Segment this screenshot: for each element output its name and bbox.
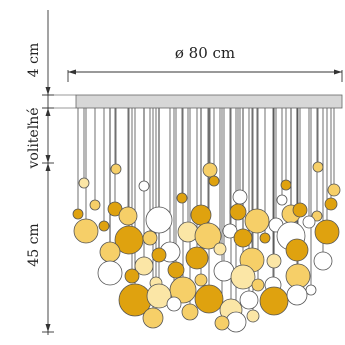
dark-gold-bubble — [190, 204, 212, 226]
dark-gold-bubble — [324, 197, 338, 211]
light-gold-bubble — [142, 230, 158, 246]
dark-gold-bubble — [285, 238, 309, 262]
bubble-cluster — [72, 161, 341, 333]
light-gold-bubble — [73, 218, 99, 244]
diameter-label: ø 80 cm — [175, 44, 235, 62]
arrow-top-down — [45, 87, 51, 95]
white-bubble — [145, 206, 173, 234]
dark-gold-bubble — [72, 208, 84, 220]
dark-gold-bubble — [124, 268, 140, 284]
dimension-labels: ø 80 cm 4 cm voliteľné 45 cm — [26, 43, 235, 267]
dark-gold-bubble — [151, 247, 167, 263]
dark-gold-bubble — [167, 261, 185, 279]
dark-gold-bubble — [194, 284, 224, 314]
light-gold-bubble — [169, 276, 197, 304]
white-bubble — [302, 215, 316, 229]
top-height-label: 4 cm — [26, 43, 42, 77]
cream-bubble — [266, 253, 282, 269]
dark-gold-bubble — [292, 202, 308, 218]
white-bubble — [276, 194, 288, 206]
bottom-height-label: 45 cm — [26, 223, 42, 266]
light-gold-bubble — [99, 241, 121, 263]
white-bubble — [138, 180, 150, 192]
dark-gold-bubble — [229, 203, 247, 221]
white-bubble — [239, 290, 259, 310]
light-gold-bubble — [181, 303, 199, 321]
dark-gold-bubble — [314, 219, 340, 245]
white-bubble — [313, 251, 333, 271]
dark-gold-bubble — [259, 232, 271, 244]
light-gold-bubble — [311, 210, 323, 222]
light-gold-bubble — [214, 315, 230, 331]
light-gold-bubble — [244, 208, 270, 234]
white-bubble — [232, 189, 248, 205]
arrow-plate-up — [45, 108, 51, 116]
cream-bubble — [213, 242, 227, 256]
diameter-arrow-right — [334, 69, 342, 75]
ceiling-plate — [75, 94, 343, 109]
cream-bubble — [246, 309, 260, 323]
light-gold-bubble — [312, 161, 324, 173]
arrow-bottom-down — [45, 324, 51, 332]
white-bubble — [166, 296, 182, 312]
cream-bubble — [78, 177, 90, 189]
light-gold-bubble — [202, 162, 218, 178]
arrow-optional-down — [45, 155, 51, 163]
light-gold-bubble — [118, 206, 138, 226]
light-gold-bubble — [251, 278, 265, 292]
dark-gold-bubble — [176, 192, 188, 204]
white-bubble — [97, 260, 123, 286]
light-gold-bubble — [285, 263, 311, 289]
light-gold-bubble — [89, 199, 101, 211]
light-gold-bubble — [110, 163, 122, 175]
dark-gold-bubble — [208, 175, 220, 187]
dark-gold-bubble — [233, 228, 253, 248]
white-bubble — [286, 284, 308, 306]
light-gold-bubble — [142, 307, 164, 329]
dark-gold-bubble — [259, 286, 289, 316]
cream-bubble — [230, 264, 256, 290]
light-gold-bubble — [194, 273, 208, 287]
light-gold-bubble — [327, 183, 341, 197]
optional-label: voliteľné — [26, 108, 42, 170]
arrow-optional-up — [45, 163, 51, 171]
dark-gold-bubble — [280, 179, 292, 191]
dark-gold-bubble — [98, 220, 110, 232]
diameter-arrow-left — [68, 69, 76, 75]
cream-bubble — [134, 256, 154, 276]
white-bubble — [305, 284, 317, 296]
dimension-lines — [42, 10, 343, 335]
dark-gold-bubble — [185, 246, 209, 270]
light-gold-bubble — [194, 222, 222, 250]
cream-bubble — [146, 283, 172, 309]
